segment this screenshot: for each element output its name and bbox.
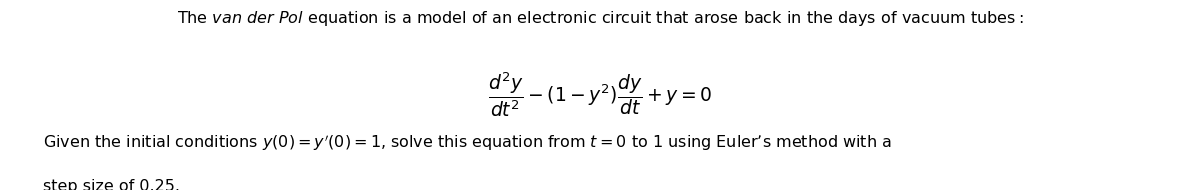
Text: $\dfrac{d^2y}{dt^2} - (1 - y^2)\dfrac{dy}{dt} + y = 0$: $\dfrac{d^2y}{dt^2} - (1 - y^2)\dfrac{dy… bbox=[488, 70, 712, 119]
Text: step size of 0.25.: step size of 0.25. bbox=[43, 179, 180, 190]
Text: Given the initial conditions $y(0) = y'(0) = 1$, solve this equation from $t = 0: Given the initial conditions $y(0) = y'(… bbox=[43, 133, 892, 153]
Text: $\mathrm{The\ }\mathit{van\ der\ Pol}\mathrm{\ equation\ is\ a\ model\ of\ an\ e: $\mathrm{The\ }\mathit{van\ der\ Pol}\ma… bbox=[176, 10, 1024, 28]
